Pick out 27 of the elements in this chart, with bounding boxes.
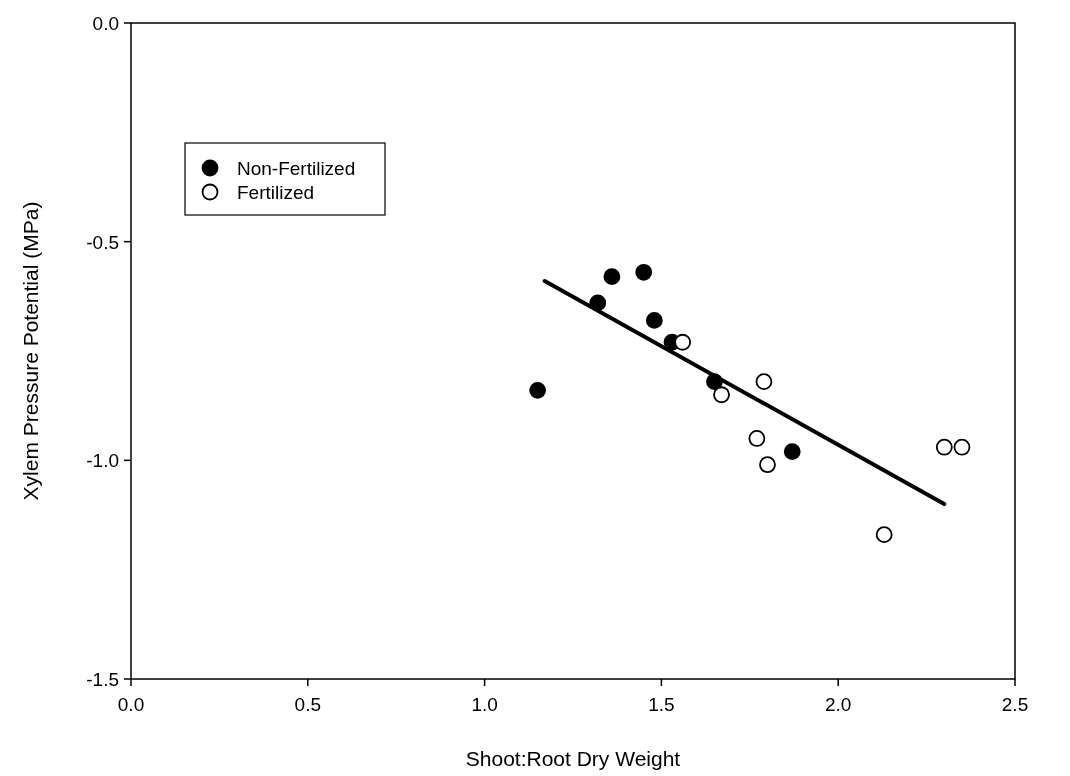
point <box>635 263 653 281</box>
x-tick-label: 1.0 <box>471 694 498 715</box>
x-tick-label: 2.5 <box>1001 694 1029 715</box>
legend-label: Fertilized <box>237 182 315 203</box>
point <box>935 438 953 456</box>
y-tick-label: -1.0 <box>86 450 119 472</box>
point <box>783 443 801 460</box>
x-tick-label: 1.5 <box>648 694 675 715</box>
x-tick-label: 2.0 <box>824 694 852 715</box>
point <box>755 373 773 391</box>
y-axis-title: Xylem Pressure Potential (MPa) <box>19 201 42 501</box>
y-tick-label: -0.5 <box>86 231 119 253</box>
point <box>674 333 692 351</box>
point <box>875 526 893 544</box>
point <box>529 381 547 399</box>
legend-label: Non-Fertilized <box>237 158 356 179</box>
point <box>713 386 730 404</box>
y-tick-label: 0.0 <box>92 13 119 34</box>
point <box>748 430 766 447</box>
x-axis-title: Shoot:Root Dry Weight <box>465 747 681 770</box>
x-tick-label: 0.0 <box>117 694 145 715</box>
point <box>953 438 971 456</box>
point <box>603 268 621 286</box>
point <box>759 456 776 474</box>
point <box>645 311 663 329</box>
x-tick-label: 0.5 <box>294 694 322 715</box>
y-tick-label: -1.5 <box>86 669 119 690</box>
